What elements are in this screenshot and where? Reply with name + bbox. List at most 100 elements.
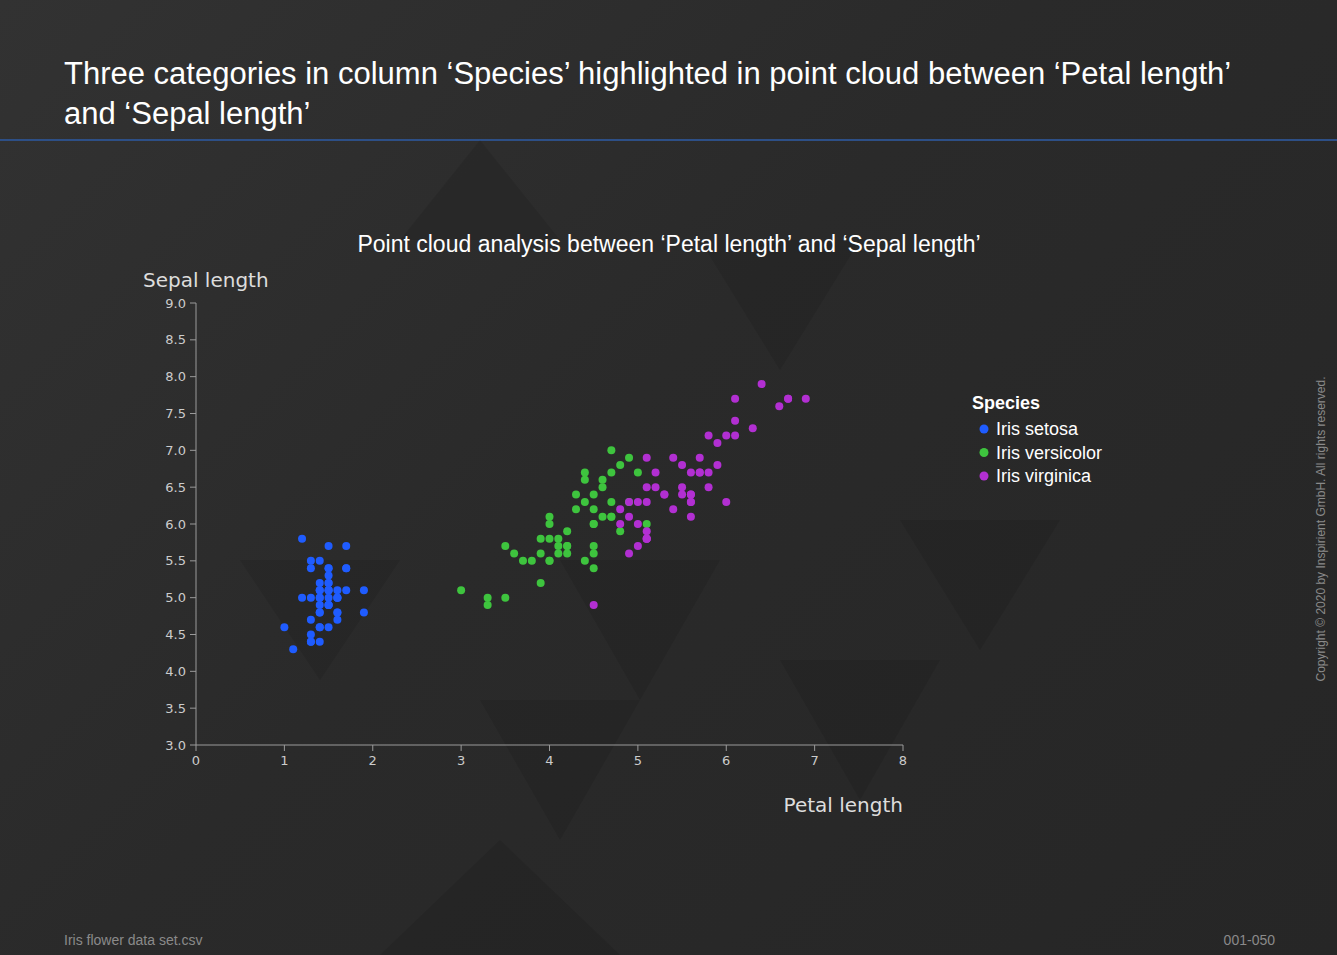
point [572,491,580,499]
point [643,498,651,506]
point [501,594,509,602]
legend-marker [980,448,989,457]
x-tick-label: 0 [192,753,200,768]
point [307,638,315,646]
background-triangle [700,240,860,370]
point [643,520,651,528]
point [660,491,668,499]
point [652,483,660,491]
background-triangle [900,520,1060,650]
y-tick-label: 5.0 [165,590,186,605]
point [581,476,589,484]
y-tick [190,413,196,414]
background-triangle [780,660,940,800]
y-tick [190,450,196,451]
legend-title: Species [972,393,1040,413]
point [342,564,350,572]
point [316,638,324,646]
legend-marker [980,472,989,481]
point [484,601,492,609]
point [784,395,792,403]
point [802,395,810,403]
y-tick-label: 4.0 [165,664,186,679]
point [325,586,333,594]
point [316,586,324,594]
point [563,542,571,550]
point [775,402,783,410]
y-tick [190,560,196,561]
x-tick-label: 5 [634,753,642,768]
legend-label: Iris setosa [996,419,1079,439]
background-triangle [400,140,560,240]
point [581,557,589,565]
point [325,586,333,594]
point [590,520,598,528]
point [731,417,739,425]
y-tick-label: 7.5 [165,406,186,421]
point [307,631,315,639]
point [731,432,739,440]
axes: 3.03.54.04.55.05.56.06.57.07.58.08.59.00… [165,296,907,769]
y-tick-label: 6.0 [165,517,186,532]
x-tick [196,745,197,751]
y-axis-label: Sepal length [143,268,269,292]
x-tick [549,745,550,751]
point [333,594,341,602]
point [316,623,324,631]
y-tick [190,303,196,304]
point [325,542,333,550]
point [325,572,333,580]
point [325,601,333,609]
y-tick [190,524,196,525]
point [643,535,651,543]
point [316,594,324,602]
x-tick-label: 1 [280,753,288,768]
point [457,586,465,594]
y-tick-label: 8.5 [165,332,186,347]
x-tick-label: 3 [457,753,465,768]
point [484,594,492,602]
copyright: Copyright © 2020 by Inspirient GmbH. All… [1314,377,1328,682]
point [599,476,607,484]
point [616,461,624,469]
x-tick [372,745,373,751]
point [643,454,651,462]
point [696,454,704,462]
y-tick [190,339,196,340]
point [342,542,350,550]
x-tick [814,745,815,751]
point [634,498,642,506]
point [325,579,333,587]
point [634,468,642,476]
point [316,601,324,609]
point [546,557,554,565]
point [696,468,704,476]
point [625,454,633,462]
y-tick [190,634,196,635]
legend-label: Iris versicolor [996,443,1102,463]
point [325,564,333,572]
point [316,608,324,616]
x-tick [903,745,904,751]
point [687,513,695,521]
point [669,454,677,462]
point [563,527,571,535]
x-tick-label: 2 [369,753,377,768]
point [325,586,333,594]
x-axis-label: Petal length [784,793,903,817]
point [307,594,315,602]
chart: Point cloud analysis between ‘Petal leng… [0,0,1337,955]
point [333,594,341,602]
point [537,549,545,557]
point [572,505,580,513]
point [722,432,730,440]
y-tick-label: 8.0 [165,369,186,384]
point [333,608,341,616]
point [316,594,324,602]
point [325,623,333,631]
background-triangle [240,560,400,680]
y-tick-label: 3.0 [165,738,186,753]
point [784,395,792,403]
point [316,586,324,594]
point [325,601,333,609]
